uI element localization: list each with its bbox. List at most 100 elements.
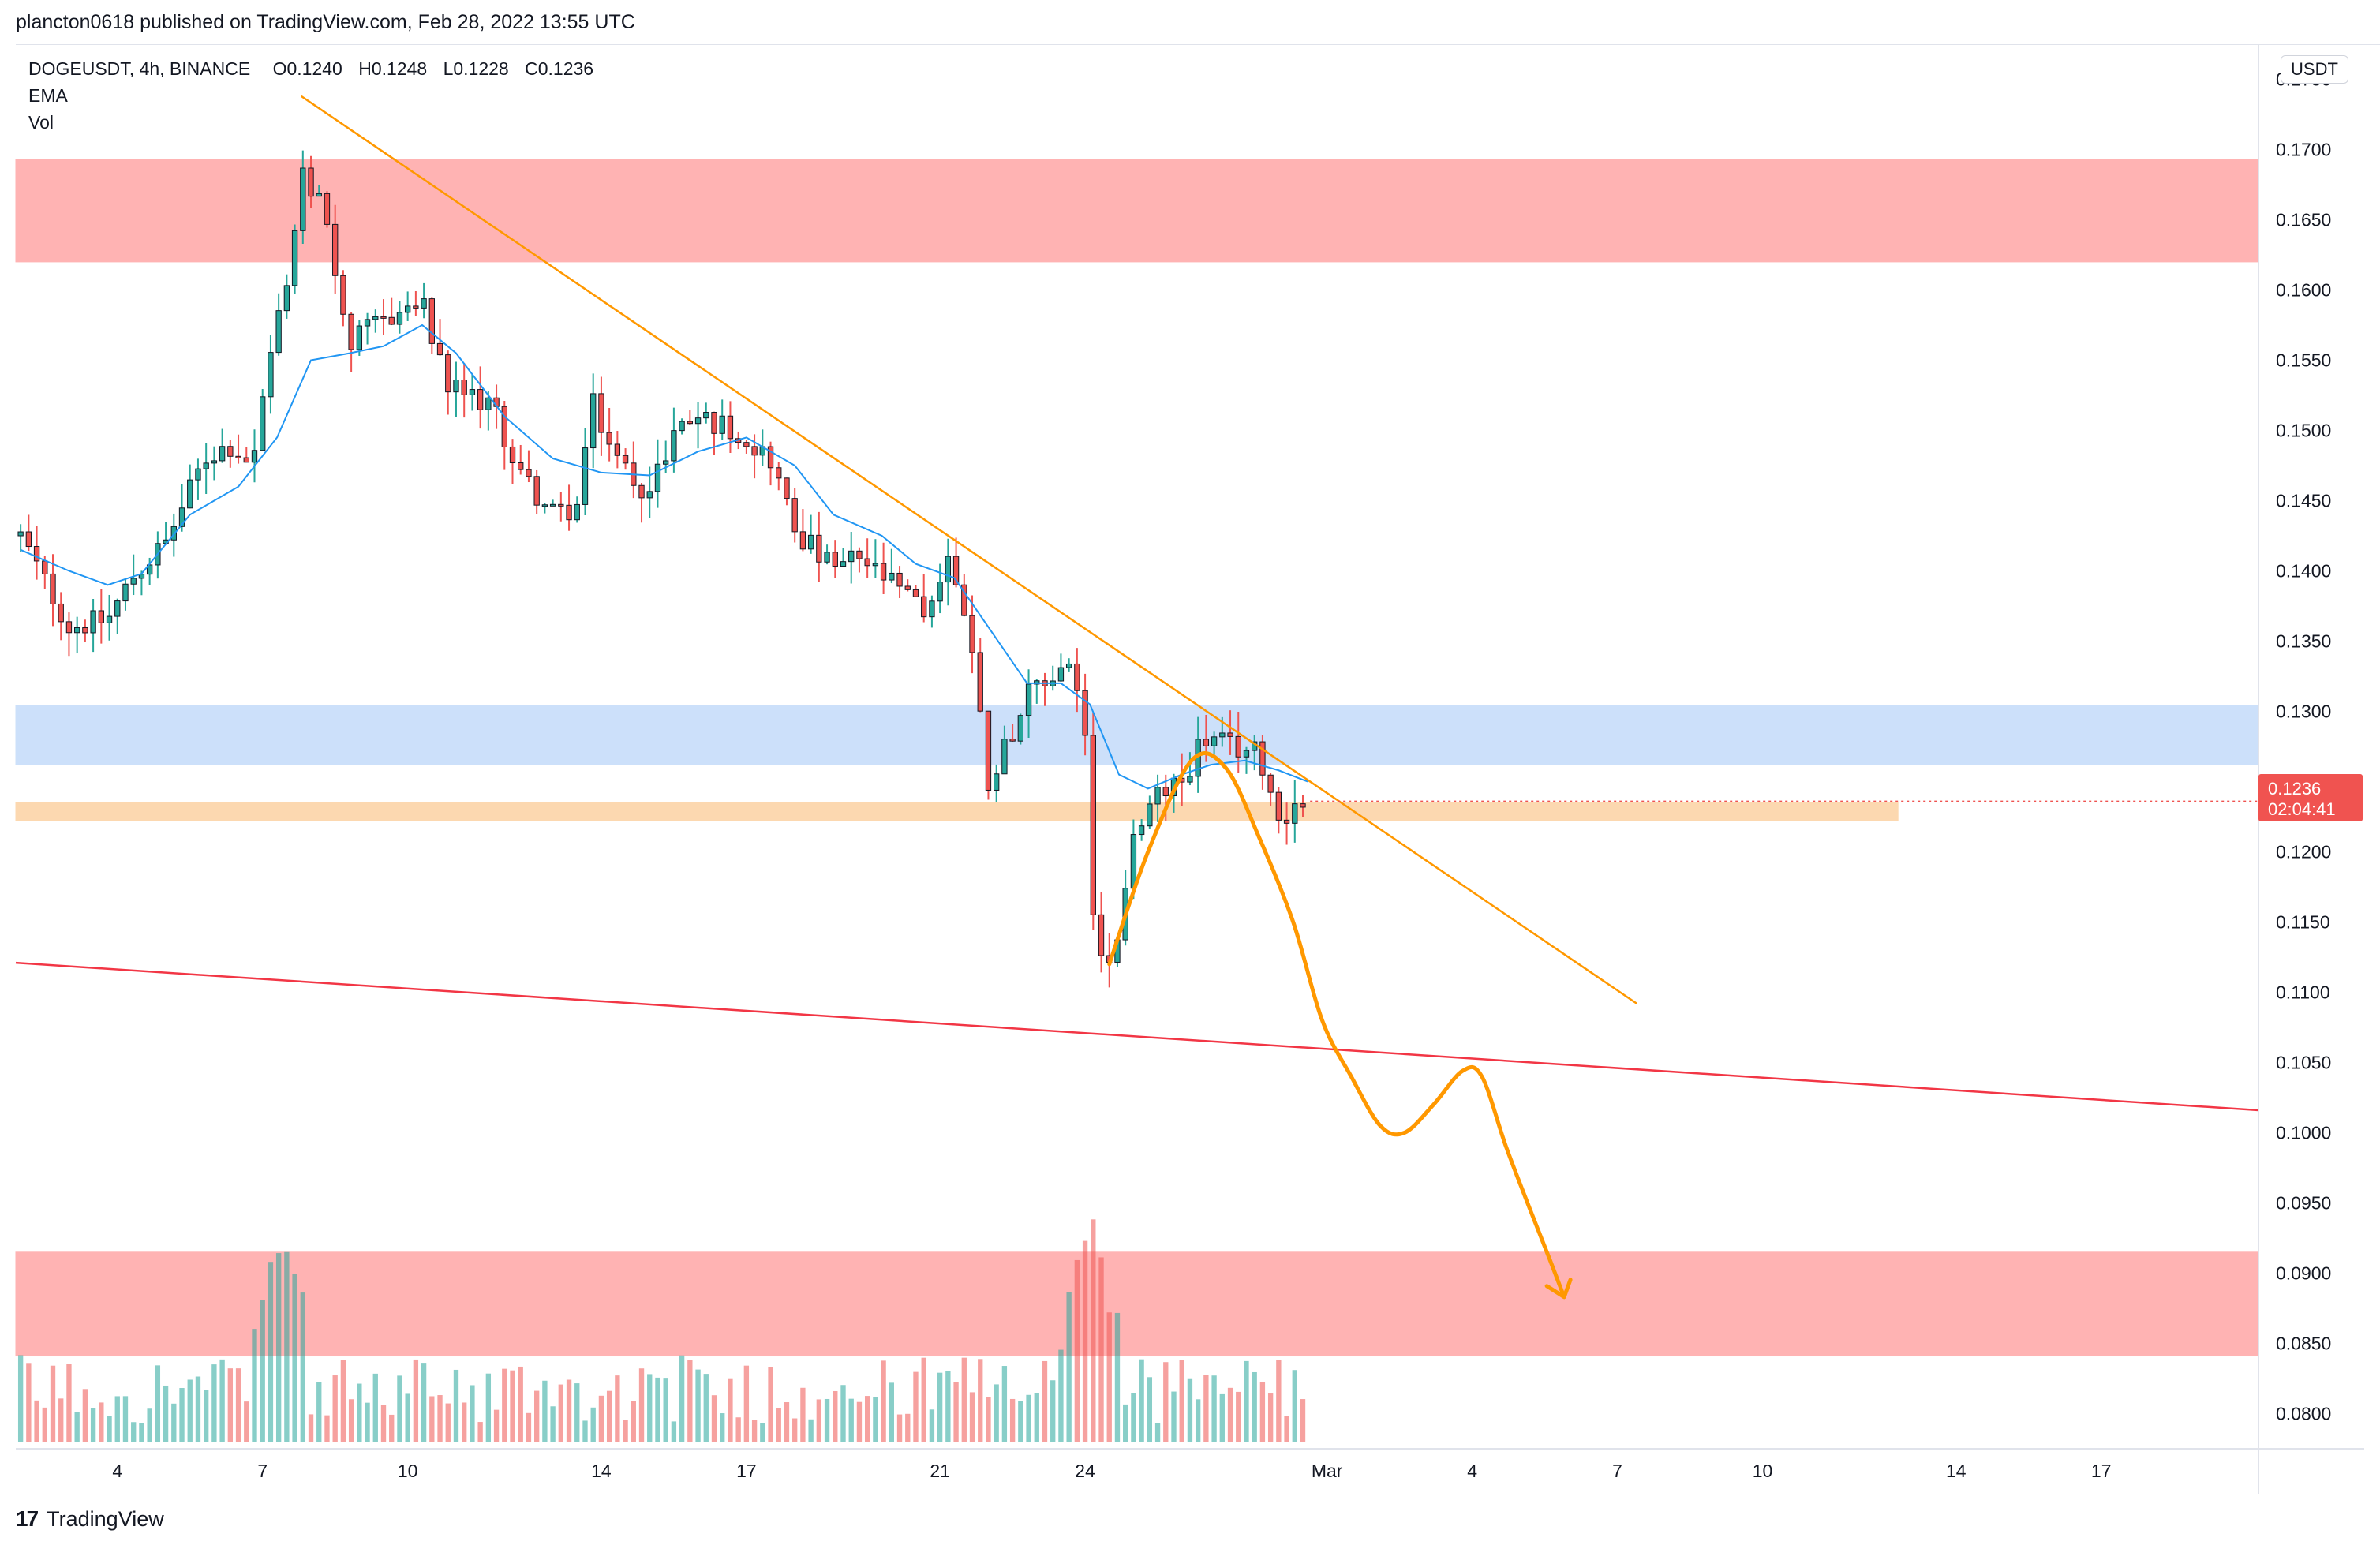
volume-bar xyxy=(316,1382,322,1442)
candle-up xyxy=(122,583,129,602)
volume-bar xyxy=(74,1412,80,1442)
volume-bar xyxy=(437,1395,443,1442)
candle-down xyxy=(977,652,983,712)
candle-down xyxy=(566,504,572,521)
projection-arrow-head xyxy=(1544,1278,1573,1300)
volume-bar xyxy=(1091,1219,1096,1442)
volume-bar xyxy=(833,1390,838,1442)
resistance-zone-blue xyxy=(15,705,2259,765)
zones-layer xyxy=(15,159,2259,1357)
volume-bar xyxy=(1042,1360,1048,1442)
candle-down xyxy=(856,550,863,559)
volume-bar xyxy=(171,1403,177,1442)
volume-bar xyxy=(1292,1370,1297,1442)
volume-bar xyxy=(477,1422,483,1442)
volume-bar xyxy=(1300,1399,1306,1442)
candle-up xyxy=(590,393,597,449)
candle-up xyxy=(703,412,709,419)
price-tick-label: 0.1200 xyxy=(2276,842,2331,862)
price-tick-label: 0.0850 xyxy=(2276,1334,2331,1354)
candle-down xyxy=(308,167,314,197)
candle-up xyxy=(872,563,879,567)
volume-bar xyxy=(840,1385,846,1442)
target-zone-bottom xyxy=(15,1251,2259,1357)
volume-bar xyxy=(728,1378,733,1442)
candle-up xyxy=(937,582,943,602)
candle-down xyxy=(1283,819,1290,824)
candle-up xyxy=(356,325,363,350)
volume-bar xyxy=(1179,1360,1184,1442)
candle-down xyxy=(33,546,40,562)
candle-down xyxy=(598,393,604,433)
volume-layer xyxy=(17,1219,1306,1442)
volume-bar xyxy=(235,1368,241,1442)
volume-bar xyxy=(187,1379,193,1442)
candle-up xyxy=(671,430,677,462)
symbol-info[interactable]: DOGEUSDT, 4h, BINANCE xyxy=(28,58,251,79)
candle-down xyxy=(1009,739,1016,742)
time-tick-label: 17 xyxy=(736,1461,757,1481)
candle-up xyxy=(195,468,201,481)
candle-down xyxy=(784,477,790,499)
volume-bar xyxy=(357,1383,362,1442)
volume-bar xyxy=(1147,1377,1153,1442)
candle-up xyxy=(404,305,411,313)
volume-bar xyxy=(768,1367,773,1442)
candle-down xyxy=(743,442,750,447)
legend-ema[interactable]: EMA xyxy=(28,85,68,106)
volume-bar xyxy=(340,1360,346,1442)
volume-bar xyxy=(204,1390,209,1442)
volume-bar xyxy=(921,1357,926,1442)
volume-bar xyxy=(574,1383,580,1442)
volume-bar xyxy=(58,1398,64,1442)
candle-down xyxy=(65,621,73,634)
volume-bar xyxy=(17,1355,24,1442)
bar-countdown: 02:04:41 xyxy=(2268,799,2336,819)
footer-brand[interactable]: 17 TradingView xyxy=(16,1501,164,1537)
volume-bar xyxy=(735,1417,741,1442)
volume-bar xyxy=(493,1409,500,1442)
legend-symbol-row[interactable]: DOGEUSDT, 4h, BINANCE O0.1240 H0.1248 L0… xyxy=(28,55,593,82)
candle-up xyxy=(1187,776,1193,783)
last-price-value: 0.1236 xyxy=(2268,779,2322,799)
candle-down xyxy=(82,627,88,634)
candle-up xyxy=(219,446,226,462)
candle-down xyxy=(969,615,975,653)
candle-up xyxy=(1057,667,1065,682)
candle-down xyxy=(799,531,806,550)
candle-up xyxy=(694,417,702,425)
volume-bar xyxy=(518,1366,523,1442)
volume-bar xyxy=(1106,1312,1112,1442)
chart-frame[interactable] xyxy=(16,44,2380,1497)
volume-bar xyxy=(114,1396,120,1442)
time-tick-label: 24 xyxy=(1075,1461,1095,1481)
candle-down xyxy=(445,354,451,393)
ohlc-low: L0.1228 xyxy=(443,58,509,79)
volume-bar xyxy=(332,1375,338,1442)
legend-volume[interactable]: Vol xyxy=(28,112,54,133)
candle-up xyxy=(719,415,725,434)
volume-bar xyxy=(1163,1362,1169,1442)
candle-down xyxy=(518,462,524,470)
candle-up xyxy=(187,479,193,509)
candle-up xyxy=(1065,663,1072,668)
candle-down xyxy=(58,603,64,623)
volume-bar xyxy=(453,1369,459,1442)
candle-down xyxy=(526,469,532,477)
volume-bar xyxy=(800,1387,806,1442)
volume-bar xyxy=(1154,1423,1161,1442)
descending-trendline xyxy=(301,95,1637,1004)
volume-bar xyxy=(1066,1292,1072,1442)
volume-bar xyxy=(1018,1401,1023,1442)
volume-bar xyxy=(590,1407,596,1442)
volume-bar xyxy=(647,1374,653,1442)
volume-bar xyxy=(1123,1404,1128,1442)
volume-bar xyxy=(848,1398,854,1442)
candle-up xyxy=(848,550,855,563)
candle-down xyxy=(380,316,387,319)
currency-selector[interactable]: USDT xyxy=(2281,55,2348,84)
candle-down xyxy=(501,406,507,447)
candle-up xyxy=(1154,787,1161,805)
volume-bar xyxy=(808,1419,814,1442)
